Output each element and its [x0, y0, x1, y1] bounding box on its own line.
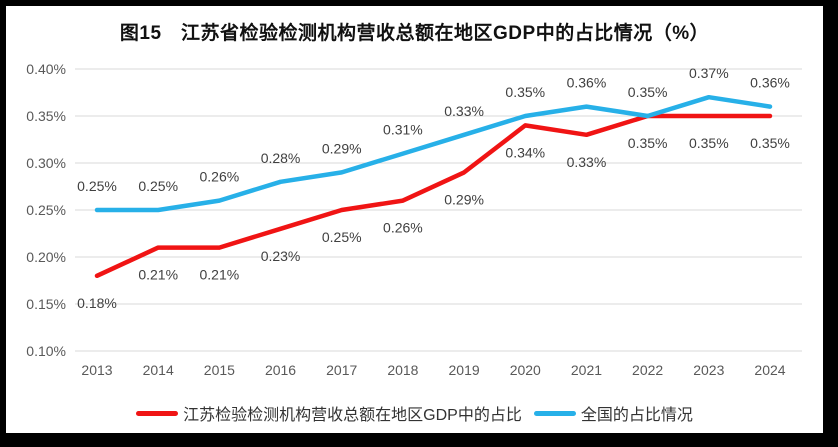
data-label: 0.35% — [505, 84, 545, 100]
legend: 江苏检验检测机构营收总额在地区GDP中的占比 全国的占比情况 — [6, 401, 823, 425]
data-label: 0.33% — [567, 154, 607, 170]
x-tick-label: 2013 — [81, 362, 112, 378]
data-label: 0.21% — [138, 267, 178, 283]
x-tick-label: 2016 — [265, 362, 296, 378]
series-line-0 — [94, 113, 773, 279]
x-tick-label: 2022 — [632, 362, 663, 378]
y-tick-label: 0.10% — [26, 343, 66, 359]
data-label: 0.35% — [750, 135, 790, 151]
data-label: 0.29% — [444, 191, 484, 207]
y-tick-label: 0.30% — [26, 155, 66, 171]
chart-title: 图15 江苏省检验检测机构营收总额在地区GDP中的占比情况（%） — [119, 23, 710, 44]
data-label: 0.29% — [322, 140, 362, 156]
data-label: 0.25% — [138, 178, 178, 194]
x-tick-label: 2020 — [510, 362, 541, 378]
chart-canvas: 图15 江苏省检验检测机构营收总额在地区GDP中的占比情况（%） 江苏检验检测机… — [6, 6, 823, 433]
legend-label-national: 全国的占比情况 — [580, 407, 693, 424]
y-tick-label: 0.40% — [26, 61, 66, 77]
data-label: 0.28% — [261, 150, 301, 166]
data-label: 0.35% — [689, 135, 729, 151]
data-label: 0.35% — [628, 84, 668, 100]
series-line-1 — [94, 94, 773, 213]
data-label: 0.33% — [444, 103, 484, 119]
y-tick-label: 0.15% — [26, 296, 66, 312]
x-tick-label: 2017 — [326, 362, 357, 378]
data-label: 0.35% — [628, 135, 668, 151]
legend-item-jiangsu: 江苏检验检测机构营收总额在地区GDP中的占比 — [136, 401, 522, 425]
data-label: 0.26% — [200, 169, 240, 185]
data-label: 0.31% — [383, 122, 423, 138]
data-label: 0.23% — [261, 248, 301, 264]
legend-item-national: 全国的占比情况 — [533, 401, 693, 425]
data-label: 0.25% — [322, 229, 362, 245]
data-label: 0.36% — [750, 75, 790, 91]
x-tick-label: 2015 — [204, 362, 235, 378]
y-tick-label: 0.25% — [26, 202, 66, 218]
x-tick-label: 2019 — [449, 362, 480, 378]
data-label: 0.36% — [567, 75, 607, 91]
data-label: 0.21% — [200, 267, 240, 283]
y-tick-label: 0.35% — [26, 108, 66, 124]
x-tick-label: 2023 — [693, 362, 724, 378]
x-tick-label: 2024 — [754, 362, 785, 378]
data-label: 0.37% — [689, 65, 729, 81]
y-tick-label: 0.20% — [26, 249, 66, 265]
data-label: 0.18% — [77, 295, 117, 311]
data-label: 0.25% — [77, 178, 117, 194]
data-label: 0.34% — [505, 144, 545, 160]
x-tick-label: 2021 — [571, 362, 602, 378]
x-tick-label: 2018 — [387, 362, 418, 378]
x-tick-label: 2014 — [143, 362, 174, 378]
data-label: 0.26% — [383, 220, 423, 236]
legend-label-jiangsu: 江苏检验检测机构营收总额在地区GDP中的占比 — [183, 407, 522, 424]
red-line-swatch-icon — [136, 410, 179, 416]
blue-line-swatch-icon — [533, 410, 576, 416]
